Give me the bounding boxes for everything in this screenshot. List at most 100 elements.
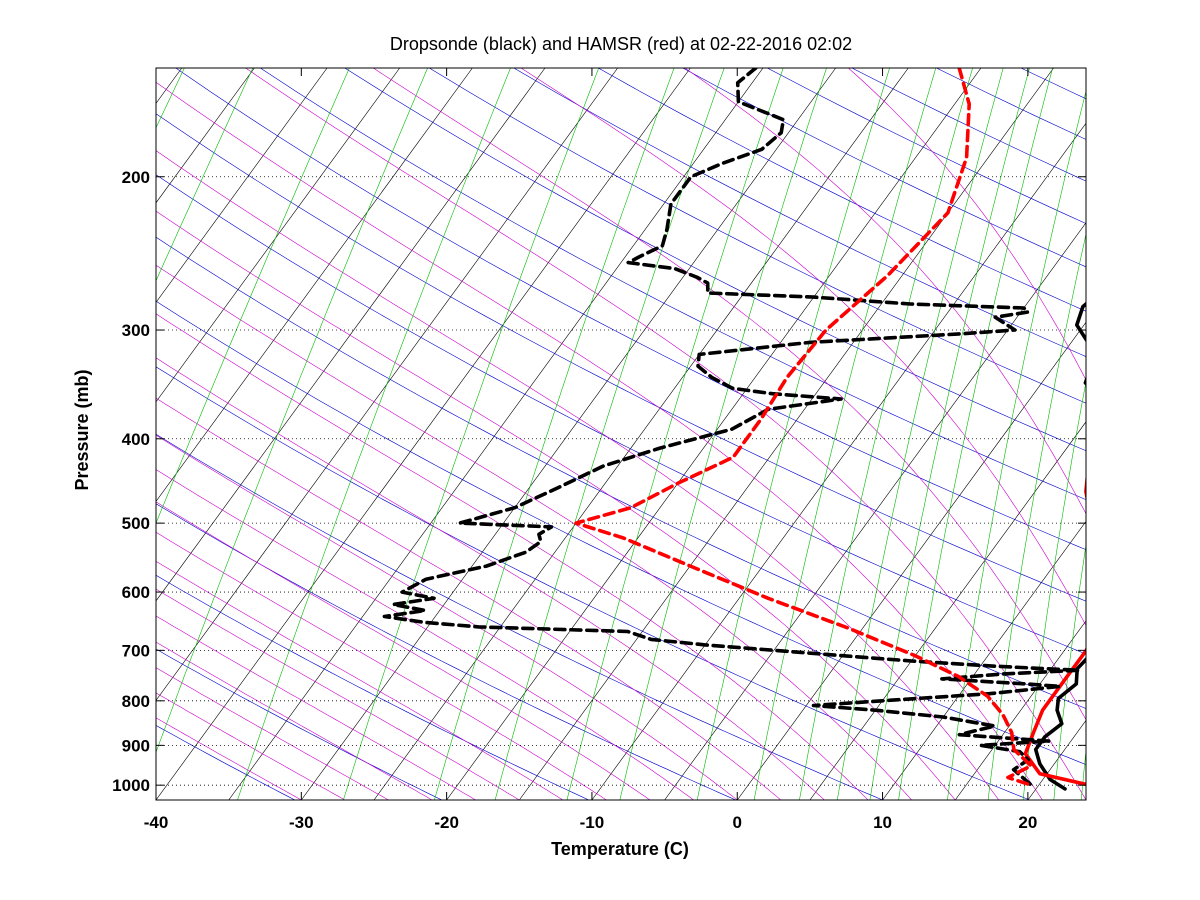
mixing-ratio-line xyxy=(753,68,937,800)
x-tick-label: -30 xyxy=(289,813,314,832)
mixing-ratio-line xyxy=(696,68,890,800)
mixing-ratio-line xyxy=(237,68,511,800)
y-tick-label: 500 xyxy=(122,514,150,533)
x-axis-label: Temperature (C) xyxy=(551,839,689,859)
dry-adiabat-line xyxy=(156,113,1086,602)
moist-adiabat-line xyxy=(156,692,346,800)
dropsonde-temperature-line xyxy=(1033,301,1086,791)
dry-adiabat-line xyxy=(260,68,1086,500)
moist-adiabat-line xyxy=(156,667,389,800)
dry-adiabat-line xyxy=(175,68,1086,551)
moist-adiabat-line xyxy=(156,264,912,800)
dry-adiabat-line xyxy=(513,68,1086,357)
dry-adiabat-line xyxy=(344,68,1086,452)
isotherm-line xyxy=(228,68,764,800)
dry-adiabat-line xyxy=(1105,68,1200,800)
isotherm-line xyxy=(373,68,909,800)
isotherm-line xyxy=(737,321,1086,800)
moist-adiabat-line xyxy=(520,68,1086,627)
isotherm-line xyxy=(954,620,1086,800)
moist-adiabat-line xyxy=(156,641,433,800)
y-tick-label: 200 xyxy=(122,168,150,187)
y-tick-label: 300 xyxy=(122,321,150,340)
pressure-gridlines xyxy=(156,176,1086,786)
moist-adiabat-line xyxy=(156,615,476,800)
dry-adiabat-line xyxy=(156,648,443,800)
data-series xyxy=(382,68,1086,791)
mixing-ratio-line xyxy=(1150,68,1200,800)
isotherm-line xyxy=(446,68,982,800)
hamsr-dewpoint-line xyxy=(574,68,1034,787)
dry-adiabat-line xyxy=(429,68,1086,404)
isotherm-line xyxy=(156,68,473,502)
x-tick-label: 10 xyxy=(873,813,892,832)
isotherm-line xyxy=(156,68,691,800)
mixing-ratio-line xyxy=(869,68,1030,800)
isotherm-line xyxy=(156,68,255,204)
x-tick-label: -40 xyxy=(144,813,169,832)
mixing-ratio-line xyxy=(566,68,784,800)
moist-adiabat-line xyxy=(156,560,564,800)
moist-adiabat-line xyxy=(156,588,520,800)
isotherm-line xyxy=(301,68,836,800)
dry-adiabat-line xyxy=(156,174,1086,655)
hamsr-temperature-line xyxy=(1023,471,1086,787)
plot-frame xyxy=(155,67,1087,801)
moist-adiabat-line xyxy=(245,68,1086,800)
moist-adiabat-line xyxy=(156,717,302,800)
moist-adiabat-line xyxy=(156,397,782,800)
moist-adiabat-line xyxy=(156,434,738,800)
x-tick-label: 0 xyxy=(733,813,742,832)
isotherm-line xyxy=(664,222,1086,800)
moist-adiabat-line xyxy=(156,531,607,800)
mixing-ratio-line xyxy=(1080,748,1086,800)
chart-title: Dropsonde (black) and HAMSR (red) at 02-… xyxy=(390,34,852,54)
y-tick-label: 400 xyxy=(122,430,150,449)
mixing-ratio-line xyxy=(156,68,428,754)
mixing-ratio-line xyxy=(1187,68,1200,800)
isotherm-line xyxy=(156,68,328,303)
mixing-ratio-line xyxy=(987,232,1086,800)
dry-adiabat-line xyxy=(156,725,296,800)
isotherm-line xyxy=(0,68,37,800)
dry-adiabat-line xyxy=(0,68,1,800)
y-axis-label: Pressure (mb) xyxy=(72,369,92,490)
x-tick-label: -20 xyxy=(434,813,459,832)
dry-adiabat-line xyxy=(156,433,883,800)
dry-adiabat-line xyxy=(156,503,736,800)
y-tick-label: 600 xyxy=(122,583,150,602)
moist-adiabat-line xyxy=(156,210,956,800)
isotherm-line xyxy=(0,68,109,800)
mixing-ratio-line xyxy=(837,68,1004,800)
dropsonde-dewpoint-line xyxy=(382,68,1081,787)
isotherm-line xyxy=(156,68,618,701)
moist-adiabat-line xyxy=(848,68,1086,381)
x-tick-label: 20 xyxy=(1018,813,1037,832)
y-tick-label: 900 xyxy=(122,736,150,755)
mixing-ratio-line xyxy=(619,68,827,800)
axis-ticks: -40 -30 -20 -10 0 10 20 200 300 400 500 600 700 800 90… xyxy=(112,68,1086,832)
moist-adiabat-line xyxy=(156,501,651,800)
y-tick-label: 1000 xyxy=(112,776,150,795)
isotherm-line xyxy=(591,122,1086,800)
mixing-ratio-line xyxy=(1106,68,1200,800)
isotherm-line xyxy=(1173,68,1200,800)
mixing-ratio-line xyxy=(434,68,675,800)
mixing-ratio-line xyxy=(494,68,725,800)
isotherm-line xyxy=(156,68,400,403)
moist-adiabat-line xyxy=(156,313,869,800)
mixing-ratio-line xyxy=(898,68,1053,800)
dry-adiabat-line xyxy=(156,236,1086,709)
moist-adiabat-line xyxy=(156,469,694,800)
dry-adiabat-line xyxy=(1190,68,1200,800)
moist-adiabat-line xyxy=(684,68,1086,515)
y-tick-label: 700 xyxy=(122,641,150,660)
mixing-ratio-line xyxy=(156,68,350,524)
moist-adiabat-line xyxy=(156,357,825,800)
mixing-ratio-line xyxy=(1053,543,1086,800)
y-tick-label: 800 xyxy=(122,692,150,711)
moist-adiabat-line xyxy=(373,68,1086,721)
x-tick-label: -10 xyxy=(580,813,605,832)
isotherm-line xyxy=(1101,68,1200,800)
